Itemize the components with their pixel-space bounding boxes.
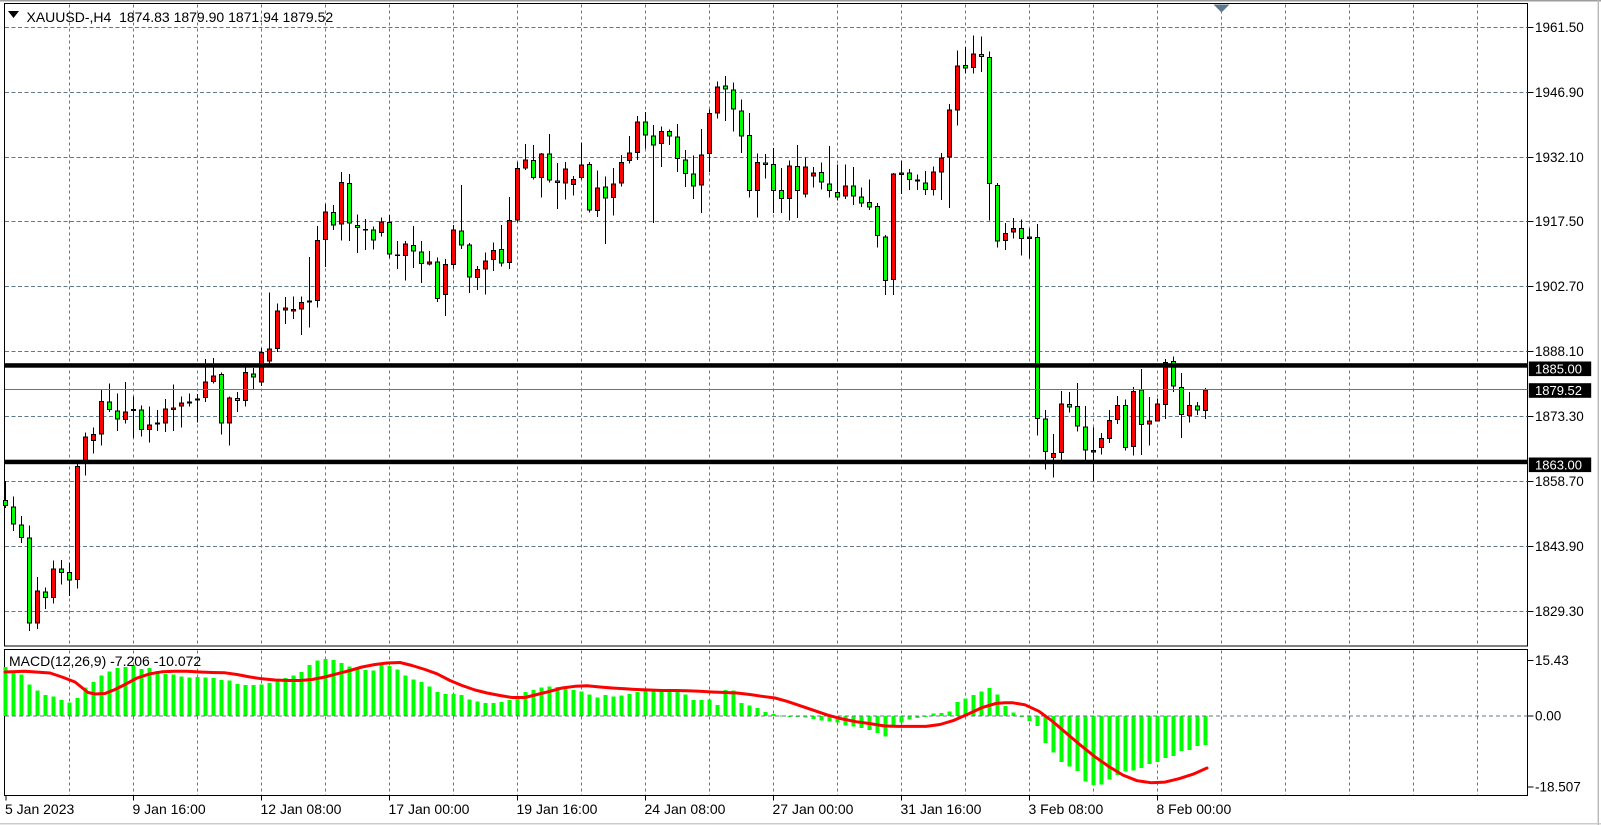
svg-text:1932.10: 1932.10 [1535, 150, 1584, 165]
svg-text:1917.50: 1917.50 [1535, 214, 1584, 229]
svg-text:9 Jan 16:00: 9 Jan 16:00 [133, 801, 206, 817]
svg-text:1829.30: 1829.30 [1535, 604, 1584, 619]
svg-text:3 Feb 08:00: 3 Feb 08:00 [1029, 801, 1104, 817]
svg-text:1888.10: 1888.10 [1535, 344, 1584, 359]
svg-text:19 Jan 16:00: 19 Jan 16:00 [517, 801, 598, 817]
svg-text:5 Jan 2023: 5 Jan 2023 [5, 801, 74, 817]
svg-text:1902.70: 1902.70 [1535, 279, 1584, 294]
svg-text:1946.90: 1946.90 [1535, 85, 1584, 100]
svg-text:1885.00: 1885.00 [1535, 361, 1582, 376]
svg-text:31 Jan 16:00: 31 Jan 16:00 [901, 801, 982, 817]
svg-text:27 Jan 00:00: 27 Jan 00:00 [773, 801, 854, 817]
svg-text:17 Jan 00:00: 17 Jan 00:00 [389, 801, 470, 817]
svg-text:15.43: 15.43 [1535, 653, 1569, 668]
svg-text:24 Jan 08:00: 24 Jan 08:00 [645, 801, 726, 817]
svg-text:1863.00: 1863.00 [1535, 457, 1582, 472]
svg-text:1961.50: 1961.50 [1535, 20, 1584, 35]
svg-text:1858.70: 1858.70 [1535, 474, 1584, 489]
svg-text:8 Feb 00:00: 8 Feb 00:00 [1157, 801, 1232, 817]
svg-text:0.00: 0.00 [1535, 709, 1561, 724]
svg-text:XAUUSD-,H4 1874.83 1879.90 18: XAUUSD-,H4 1874.83 1879.90 1871.94 1879.… [27, 9, 334, 25]
svg-text:1843.90: 1843.90 [1535, 539, 1584, 554]
svg-text:-18.507: -18.507 [1535, 780, 1581, 795]
svg-text:1879.52: 1879.52 [1535, 383, 1582, 398]
svg-text:12 Jan 08:00: 12 Jan 08:00 [261, 801, 342, 817]
svg-text:1873.30: 1873.30 [1535, 409, 1584, 424]
svg-text:MACD(12,26,9) -7.206 -10.072: MACD(12,26,9) -7.206 -10.072 [9, 653, 201, 669]
